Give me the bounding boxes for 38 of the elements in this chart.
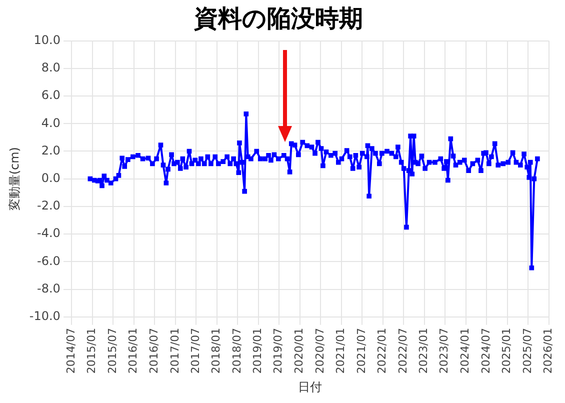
y-tick-label: 6.0 <box>41 88 60 102</box>
y-tick-label: 8.0 <box>41 60 60 75</box>
x-tick-label: 2020/07 <box>313 328 326 374</box>
x-tick-label: 2016/01 <box>126 328 140 374</box>
x-tick-label: 2021/01 <box>334 328 348 374</box>
y-tick-label: 4.0 <box>41 116 60 130</box>
x-tick-label: 2024/01 <box>458 328 472 374</box>
x-tick-label: 2023/07 <box>438 328 451 374</box>
x-tick-label: 2016/07 <box>147 328 160 374</box>
x-tick-label: 2018/01 <box>210 328 223 374</box>
x-tick-label: 2019/07 <box>272 328 285 374</box>
y-axis-title: 変動量(cm) <box>7 147 22 211</box>
y-tick-label: -6.0 <box>37 254 60 268</box>
x-tick-label: 2023/01 <box>417 328 430 374</box>
x-tick-label: 2020/01 <box>292 328 306 374</box>
x-tick-label: 2015/07 <box>106 328 119 374</box>
x-tick-label: 2026/01 <box>542 328 555 374</box>
x-tick-label: 2015/01 <box>85 328 98 374</box>
x-tick-label: 2019/01 <box>251 328 264 374</box>
y-tick-label: -10.0 <box>29 309 60 324</box>
y-tick-label: 0.0 <box>41 170 60 185</box>
x-tick-label: 2018/07 <box>230 328 244 374</box>
x-tick-label: 2017/01 <box>168 328 182 374</box>
x-tick-label: 2022/07 <box>396 328 410 374</box>
y-tick-label: -4.0 <box>37 226 60 240</box>
x-tick-label: 2024/07 <box>479 328 492 374</box>
x-tick-label: 2017/07 <box>188 328 202 374</box>
x-tick-label: 2021/07 <box>354 328 368 374</box>
y-tick-label: -8.0 <box>37 281 60 296</box>
y-tick-label: -2.0 <box>37 198 60 213</box>
x-tick-label: 2014/07 <box>64 328 78 374</box>
x-tick-label: 2025/01 <box>500 328 514 374</box>
x-tick-label: 2022/01 <box>376 328 389 374</box>
x-tick-label: 2025/07 <box>520 328 534 374</box>
y-tick-label: 10.0 <box>34 32 60 47</box>
chart-title: 資料の陥没時期 <box>193 4 363 33</box>
y-tick-label: 2.0 <box>41 143 60 158</box>
x-axis-title: 日付 <box>298 380 322 394</box>
